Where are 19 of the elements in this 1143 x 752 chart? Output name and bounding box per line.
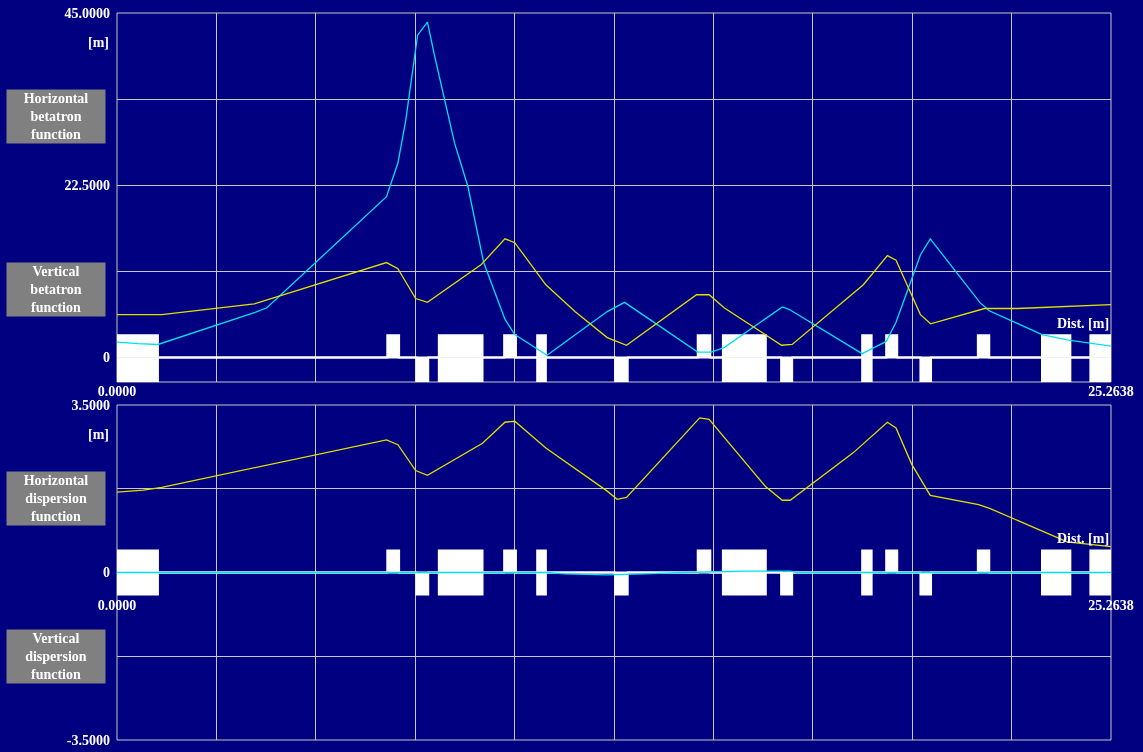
x-tick-label: 25.2638 [1088,597,1134,613]
x-axis-title: Dist. [m] [1057,316,1110,331]
text: Vertical dispersion function [25,631,87,683]
text: Vertical betatron function [30,264,82,316]
text: Horizontal dispersion function [23,473,89,525]
text: Horizontal betatron function [23,91,89,143]
y-tick-label: -3.5000 [66,732,110,748]
x-tick-label: 0.0000 [97,384,137,400]
line-series [117,238,1111,346]
y-tick-label: 45.0000 [64,5,110,21]
y-axis-title: [m] [88,427,109,442]
x-tick-label: 0.0000 [97,597,137,613]
y-tick-label: 0 [103,565,110,581]
line-series [117,417,1111,548]
y-axis-title: [m] [88,35,109,50]
y-tick-label: 22.5000 [64,178,110,194]
y-tick-label: 0 [103,350,110,366]
x-tick-label: 25.2638 [1088,384,1134,400]
y-tick-label: 3.5000 [71,397,110,413]
